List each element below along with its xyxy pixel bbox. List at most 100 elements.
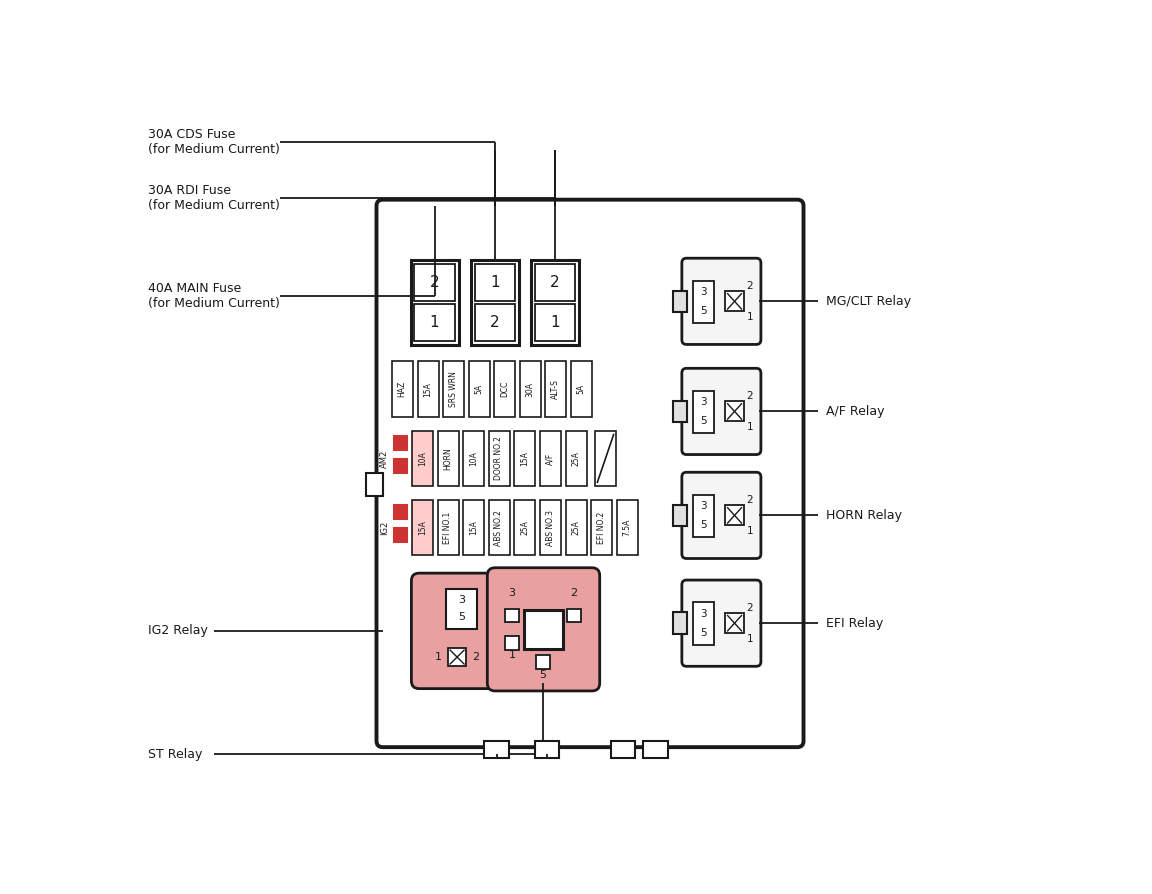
Text: HORN: HORN	[444, 447, 453, 469]
Bar	[438, 500, 458, 555]
Text: 7.5A: 7.5A	[622, 519, 631, 536]
Text: 1: 1	[509, 650, 516, 660]
Text: 5A: 5A	[577, 384, 585, 394]
Bar	[726, 613, 744, 633]
Bar	[540, 500, 561, 555]
Text: 15A: 15A	[469, 520, 478, 536]
Text: 5: 5	[458, 612, 465, 622]
Bar	[415, 264, 455, 300]
Text: 3: 3	[700, 609, 707, 620]
Bar	[673, 612, 687, 634]
Text: 2: 2	[472, 652, 479, 662]
Text: ABS NO.2: ABS NO.2	[494, 510, 503, 545]
Text: 5A: 5A	[475, 384, 484, 394]
Bar	[469, 361, 490, 417]
Bar	[692, 281, 714, 323]
Bar	[393, 434, 407, 450]
Bar	[412, 431, 433, 486]
Text: 1: 1	[550, 316, 560, 331]
Text: 10A: 10A	[418, 451, 426, 466]
Text: SRS WRN: SRS WRN	[449, 371, 457, 407]
Bar	[494, 361, 515, 417]
Text: 3: 3	[700, 502, 707, 511]
Bar	[392, 361, 412, 417]
Text: 30A: 30A	[525, 382, 535, 397]
Text: 25A: 25A	[571, 451, 581, 466]
Bar	[463, 431, 484, 486]
FancyBboxPatch shape	[682, 472, 761, 559]
Text: 5: 5	[539, 670, 547, 679]
FancyBboxPatch shape	[411, 573, 513, 688]
Text: 25A: 25A	[520, 520, 529, 536]
Text: 2: 2	[746, 391, 753, 401]
Text: IG2 Relay: IG2 Relay	[147, 624, 207, 637]
Text: DOOR NO.2: DOOR NO.2	[494, 436, 503, 480]
Text: 1: 1	[435, 652, 442, 662]
Bar	[692, 603, 714, 645]
Text: 2: 2	[746, 495, 753, 505]
Bar	[571, 361, 592, 417]
Bar	[673, 504, 687, 527]
Text: 2: 2	[746, 603, 753, 612]
Text: 5: 5	[700, 628, 707, 638]
Bar	[673, 291, 687, 312]
Text: HORN Relay: HORN Relay	[826, 509, 902, 522]
Bar	[611, 741, 636, 758]
FancyBboxPatch shape	[377, 199, 804, 747]
Text: EFI NO.2: EFI NO.2	[597, 511, 606, 544]
Bar	[726, 505, 744, 526]
Text: 15A: 15A	[418, 520, 426, 536]
Bar	[643, 741, 668, 758]
Bar	[515, 500, 536, 555]
Bar	[692, 391, 714, 433]
Text: ST Relay: ST Relay	[147, 747, 203, 761]
Text: 2: 2	[491, 316, 500, 331]
Text: 10A: 10A	[469, 451, 478, 466]
Bar	[566, 500, 586, 555]
Bar	[505, 637, 520, 650]
Bar	[475, 264, 515, 300]
Text: A/F Relay: A/F Relay	[826, 405, 885, 417]
FancyBboxPatch shape	[487, 568, 600, 691]
Text: 1: 1	[491, 274, 500, 290]
Bar	[393, 527, 407, 543]
Text: 2: 2	[430, 274, 439, 290]
Bar	[446, 588, 477, 628]
Bar	[566, 431, 586, 486]
FancyBboxPatch shape	[682, 580, 761, 666]
Bar	[726, 291, 744, 311]
Bar	[412, 500, 433, 555]
Bar	[540, 431, 561, 486]
Text: 1: 1	[430, 316, 439, 331]
Bar	[535, 264, 575, 300]
Text: 3: 3	[509, 588, 516, 598]
Bar	[410, 260, 458, 345]
Bar	[393, 504, 407, 519]
Bar	[524, 610, 562, 648]
Bar	[535, 304, 575, 342]
Bar	[393, 458, 407, 473]
Text: ALT-S: ALT-S	[551, 379, 560, 399]
Bar	[673, 401, 687, 422]
Bar	[545, 361, 567, 417]
Bar	[596, 431, 616, 486]
Bar	[438, 431, 458, 486]
Bar	[463, 500, 484, 555]
Text: DCC: DCC	[500, 381, 509, 397]
Bar	[616, 500, 638, 555]
Text: 2: 2	[570, 588, 577, 598]
Text: 40A MAIN Fuse
(for Medium Current): 40A MAIN Fuse (for Medium Current)	[147, 282, 280, 310]
Text: ABS NO.3: ABS NO.3	[546, 510, 554, 545]
Text: 30A CDS Fuse
(for Medium Current): 30A CDS Fuse (for Medium Current)	[147, 128, 280, 156]
Text: 1: 1	[746, 526, 753, 536]
Text: 5: 5	[700, 416, 707, 426]
FancyBboxPatch shape	[682, 368, 761, 454]
Bar	[515, 431, 536, 486]
Text: 15A: 15A	[520, 451, 529, 466]
Bar	[535, 741, 560, 758]
Text: MG/CLT Relay: MG/CLT Relay	[826, 295, 911, 308]
Text: 30A RDI Fuse
(for Medium Current): 30A RDI Fuse (for Medium Current)	[147, 184, 280, 212]
Text: 15A: 15A	[423, 382, 432, 397]
Text: A/F: A/F	[546, 452, 554, 465]
Bar	[444, 361, 464, 417]
